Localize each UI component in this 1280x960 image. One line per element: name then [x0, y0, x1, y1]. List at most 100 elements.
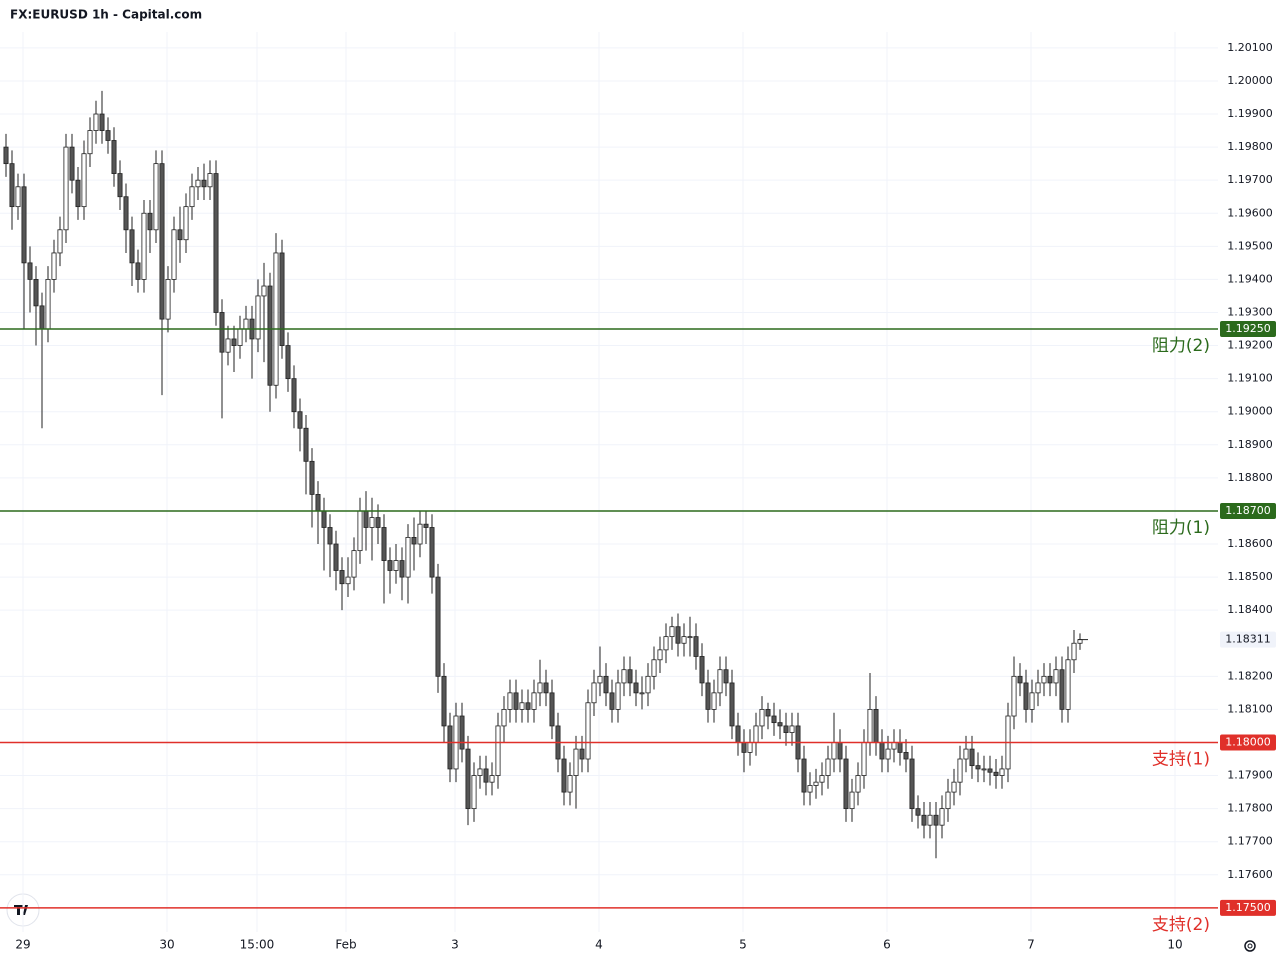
- x-tick-label: 3: [451, 938, 459, 952]
- candle-body: [99, 113, 105, 131]
- candle-body: [867, 708, 873, 743]
- candle-body: [933, 814, 939, 826]
- candle-body: [885, 748, 891, 760]
- candle-body: [513, 692, 519, 710]
- candle-body: [807, 785, 813, 793]
- candle-body: [117, 173, 123, 198]
- candle-body: [435, 576, 441, 677]
- candle-body: [981, 768, 987, 771]
- candle-body: [561, 758, 567, 793]
- candle-body: [873, 708, 879, 743]
- candle-body: [843, 758, 849, 810]
- candle-body: [15, 186, 21, 208]
- candle-body: [765, 708, 771, 717]
- y-tick-label: 1.19100: [1227, 372, 1273, 385]
- candle-body: [405, 537, 411, 578]
- candle-body: [951, 781, 957, 793]
- candle-body: [579, 748, 585, 760]
- candle-body: [51, 252, 57, 280]
- y-tick-label: 1.19500: [1227, 239, 1273, 252]
- candle-body: [777, 722, 783, 727]
- candle-body: [123, 196, 129, 231]
- x-tick-label: 7: [1027, 938, 1035, 952]
- candle-body: [1041, 675, 1047, 684]
- candle-body: [285, 345, 291, 380]
- candle-body: [231, 338, 237, 346]
- x-tick-label: 10: [1167, 938, 1182, 952]
- candle-body: [357, 510, 363, 552]
- level-price-box: [1220, 899, 1276, 916]
- candle-body: [261, 285, 267, 297]
- candle-body: [663, 636, 669, 651]
- candle-body: [267, 285, 273, 386]
- candle-body: [225, 338, 231, 353]
- candle-body: [447, 725, 453, 770]
- candle-body: [879, 742, 885, 760]
- x-tick-label: 30: [159, 938, 174, 952]
- y-tick-label: 1.18600: [1227, 537, 1273, 550]
- candle-body: [1071, 642, 1077, 661]
- x-tick-label: Feb: [335, 938, 356, 952]
- y-tick-label: 1.17900: [1227, 769, 1273, 782]
- candle-body: [705, 682, 711, 710]
- candle-body: [909, 758, 915, 810]
- level-name: 阻力(2): [1152, 336, 1210, 356]
- candle-body: [459, 715, 465, 750]
- candle-body: [987, 768, 993, 773]
- y-tick-label: 1.17700: [1227, 835, 1273, 848]
- candle-body: [399, 560, 405, 578]
- candle-body: [483, 768, 489, 783]
- candle-body: [201, 179, 207, 188]
- candle-body: [759, 708, 765, 727]
- y-tick-label: 1.17800: [1227, 802, 1273, 815]
- candle-body: [957, 758, 963, 783]
- candle-body: [465, 748, 471, 810]
- candle-body: [609, 692, 615, 710]
- candle-body: [1047, 675, 1053, 684]
- candle-body: [21, 186, 27, 264]
- settings-icon[interactable]: [1244, 940, 1256, 952]
- candle-body: [999, 768, 1005, 776]
- candle-body: [927, 814, 933, 826]
- candle-body: [693, 636, 699, 657]
- candle-body: [831, 742, 837, 760]
- candle-body: [993, 771, 999, 776]
- candle-body: [1053, 669, 1059, 684]
- x-tick-label: 15:00: [240, 938, 275, 952]
- candle-body: [1077, 639, 1083, 644]
- candle-body: [501, 708, 507, 727]
- candle-body: [429, 527, 435, 578]
- candle-body: [651, 659, 657, 677]
- candle-body: [159, 163, 165, 320]
- candle-body: [915, 808, 921, 816]
- candle-body: [633, 682, 639, 694]
- y-tick-label: 1.20000: [1227, 74, 1273, 87]
- candle-body: [711, 692, 717, 710]
- candle-body: [207, 173, 213, 188]
- x-tick-label: 6: [883, 938, 891, 952]
- candle-body: [69, 146, 75, 181]
- candle-body: [1059, 669, 1065, 710]
- level-name: 支持(2): [1152, 915, 1210, 935]
- candle-body: [519, 702, 525, 710]
- candle-body: [861, 742, 867, 776]
- candle-body: [333, 543, 339, 571]
- candle-body: [165, 279, 171, 320]
- candle-body: [747, 742, 753, 753]
- x-tick-label: 5: [739, 938, 747, 952]
- candle-body: [819, 775, 825, 783]
- y-tick-label: 1.20100: [1227, 41, 1273, 54]
- candle-body: [237, 328, 243, 346]
- candle-body: [783, 725, 789, 733]
- candle-body: [645, 675, 651, 694]
- y-tick-label: 1.18400: [1227, 603, 1273, 616]
- candle-body: [489, 775, 495, 783]
- level-price-box: [1220, 502, 1276, 519]
- candle-body: [327, 527, 333, 545]
- candle-body: [825, 758, 831, 776]
- candle-body: [687, 636, 693, 639]
- candle-body: [723, 669, 729, 684]
- y-tick-label: 1.18500: [1227, 570, 1273, 583]
- candle-body: [699, 656, 705, 684]
- candle-body: [717, 669, 723, 694]
